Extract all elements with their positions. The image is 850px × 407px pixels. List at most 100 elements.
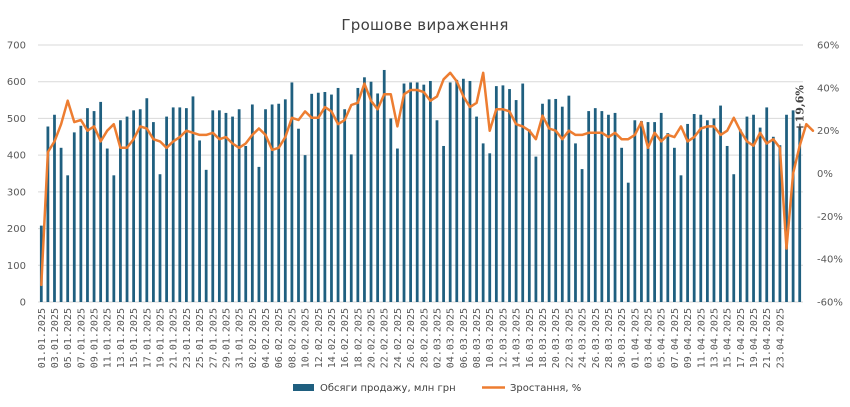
- bar: [270, 104, 274, 302]
- bar: [422, 84, 426, 302]
- x-tick-label: 05.01.2025: [63, 308, 74, 368]
- bar: [429, 80, 432, 302]
- bar: [448, 82, 452, 302]
- bar: [765, 107, 769, 303]
- bar: [666, 133, 670, 302]
- x-tick-label: 05.04.2025: [657, 308, 668, 368]
- x-tick-label: 15.01.2025: [129, 308, 140, 368]
- bar: [501, 85, 505, 302]
- bar: [613, 112, 617, 303]
- bar: [646, 122, 650, 302]
- bar: [257, 166, 261, 302]
- bar: [659, 112, 663, 303]
- bar: [382, 69, 386, 302]
- bar: [686, 123, 689, 302]
- y-right-tick-label: 0%: [817, 169, 833, 180]
- bar: [283, 99, 287, 302]
- bar: [138, 109, 142, 302]
- x-tick-label: 12.03.2025: [498, 308, 509, 368]
- bar: [152, 122, 155, 302]
- bar: [264, 109, 267, 302]
- bar: [699, 114, 703, 302]
- bar: [132, 110, 136, 302]
- bar: [330, 94, 333, 302]
- x-tick-label: 14.02.2025: [327, 308, 338, 368]
- x-tick-label: 11.04.2025: [696, 308, 707, 368]
- bar: [738, 129, 742, 302]
- bar: [303, 155, 307, 302]
- bar: [791, 110, 795, 302]
- bar: [72, 132, 76, 302]
- bar: [481, 143, 485, 302]
- bar: [105, 148, 109, 302]
- x-tick-label: 21.01.2025: [169, 308, 180, 368]
- bar: [607, 114, 610, 302]
- x-tick-label: 21.04.2025: [762, 308, 773, 368]
- bar: [752, 114, 755, 302]
- x-tick-label: 24.02.2025: [393, 308, 404, 368]
- bar: [396, 148, 399, 302]
- bar: [369, 81, 373, 302]
- bar: [376, 93, 380, 302]
- bar: [679, 175, 683, 302]
- bar: [244, 145, 248, 302]
- bar: [415, 82, 419, 302]
- x-tick-label: 14.03.2025: [512, 308, 523, 368]
- y-right-tick-label: 40%: [817, 83, 839, 94]
- legend-bar-label: Обсяги продажу, млн грн: [320, 383, 456, 394]
- y-left-tick-label: 0: [20, 298, 26, 309]
- bar: [620, 147, 624, 302]
- x-tick-label: 10.03.2025: [485, 308, 496, 368]
- x-tick-label: 27.01.2025: [208, 308, 219, 368]
- x-tick-label: 23.01.2025: [182, 308, 193, 368]
- y-right-tick-label: -20%: [817, 212, 843, 223]
- bar: [488, 153, 492, 302]
- x-tick-label: 04.03.2025: [446, 308, 457, 368]
- y-right-tick-label: -40%: [817, 255, 843, 266]
- x-tick-label: 26.03.2025: [591, 308, 602, 368]
- bar: [409, 82, 412, 302]
- x-tick-label: 09.04.2025: [683, 308, 694, 368]
- bar: [237, 109, 241, 302]
- bar: [521, 83, 525, 302]
- x-tick-label: 07.01.2025: [76, 308, 87, 368]
- bar: [468, 80, 472, 302]
- bar: [547, 99, 551, 302]
- x-tick-label: 13.01.2025: [116, 308, 127, 368]
- x-tick-label: 15.04.2025: [723, 308, 734, 368]
- y-right-tick-label: 20%: [817, 126, 839, 137]
- bar: [798, 126, 802, 303]
- x-tick-label: 30.03.2025: [617, 308, 628, 368]
- x-tick-label: 02.02.2025: [248, 308, 259, 368]
- bar: [53, 114, 56, 302]
- x-tick-label: 31.01.2025: [235, 308, 246, 368]
- bar: [290, 82, 294, 302]
- bar: [79, 125, 83, 303]
- x-tick-label: 02.03.2025: [432, 308, 443, 368]
- bar: [732, 174, 736, 302]
- bar: [92, 111, 96, 302]
- bar: [178, 107, 182, 303]
- bar: [46, 126, 50, 303]
- bar: [442, 145, 445, 302]
- bar: [165, 116, 168, 302]
- x-tick-label: 24.03.2025: [578, 308, 589, 368]
- growth-annotation: +19,6%: [794, 85, 807, 132]
- x-tick-label: 17.01.2025: [142, 308, 153, 368]
- bar: [66, 175, 70, 302]
- bar: [455, 79, 459, 302]
- bar: [494, 86, 498, 303]
- x-tick-label: 11.01.2025: [103, 308, 114, 368]
- bar: [580, 169, 584, 302]
- bar: [171, 107, 175, 303]
- x-tick-label: 08.03.2025: [472, 308, 483, 368]
- bar: [86, 108, 89, 302]
- bar: [567, 95, 571, 302]
- bar: [554, 98, 558, 302]
- x-tick-label: 03.01.2025: [50, 308, 61, 368]
- bar: [600, 111, 604, 302]
- bar: [198, 140, 201, 302]
- bar: [541, 103, 544, 302]
